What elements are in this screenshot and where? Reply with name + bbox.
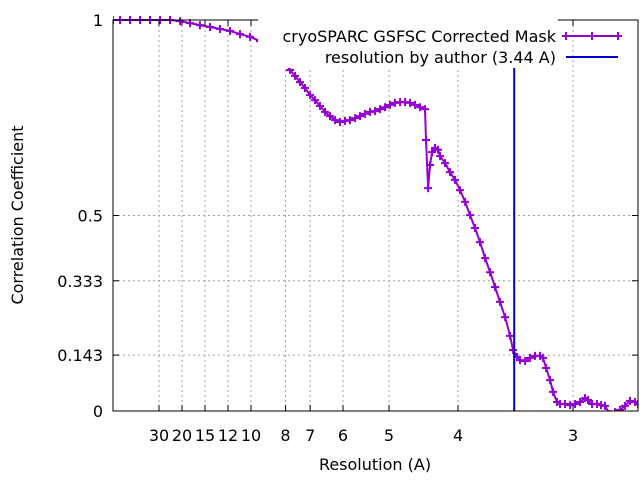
x-tick-label: 4 — [453, 426, 463, 445]
fsc-data-point — [539, 353, 548, 362]
fsc-data-point — [356, 112, 365, 121]
legend: cryoSPARC GSFSC Corrected Mask resolutio… — [258, 18, 622, 68]
fsc-data-point — [548, 387, 557, 396]
fsc-data-point — [461, 197, 470, 206]
fsc-data-point — [509, 346, 518, 355]
y-tick-label: 0.5 — [78, 207, 103, 226]
y-tick-label: 1 — [93, 11, 103, 30]
fsc-data-point — [176, 17, 185, 26]
fsc-data-point — [195, 21, 204, 30]
fsc-data-point — [235, 30, 244, 39]
fsc-data-point — [421, 105, 430, 114]
x-tick-label: 30 — [149, 426, 169, 445]
y-tick-label: 0.143 — [57, 346, 103, 365]
fsc-data-point — [246, 32, 255, 41]
fsc-data-point — [306, 91, 315, 100]
legend-label-resolution: resolution by author (3.44 A) — [325, 48, 556, 67]
fsc-data-point — [593, 399, 602, 408]
x-tick-label: 5 — [384, 426, 394, 445]
fsc-data-point — [422, 136, 431, 145]
fsc-data-point — [361, 109, 370, 118]
plot-series — [113, 16, 638, 411]
fsc-data-point — [475, 238, 484, 247]
fsc-data-point — [296, 78, 305, 87]
fsc-data-point — [291, 71, 300, 80]
fsc-data-point — [428, 148, 437, 157]
fsc-data-point — [625, 396, 634, 405]
x-tick-label: 10 — [241, 426, 261, 445]
x-axis-label: Resolution (A) — [319, 455, 431, 474]
fsc-data-point — [450, 175, 459, 184]
fsc-data-point — [371, 107, 380, 116]
fsc-data-point — [311, 96, 320, 105]
fsc-data-point — [385, 100, 394, 109]
fsc-data-point — [584, 396, 593, 405]
fsc-data-point — [521, 356, 530, 365]
fsc-data-point — [634, 399, 638, 408]
fsc-data-point — [495, 297, 504, 306]
fsc-data-point — [336, 118, 345, 127]
fsc-data-point — [226, 26, 235, 35]
y-tick-label: 0.333 — [57, 272, 103, 291]
fsc-data-point — [571, 399, 580, 408]
fsc-data-point — [434, 145, 443, 154]
grid-lines — [113, 20, 638, 411]
fsc-data-point — [424, 184, 433, 193]
x-tick-label: 6 — [338, 426, 348, 445]
fsc-data-point — [491, 283, 500, 292]
fsc-data-point — [325, 112, 334, 121]
fsc-data-point — [526, 353, 535, 362]
fsc-data-point — [376, 105, 385, 114]
fsc-data-point — [406, 98, 415, 107]
x-tick-label: 12 — [218, 426, 238, 445]
legend-point-icon — [588, 32, 596, 40]
fsc-data-point — [206, 23, 215, 32]
fsc-data-point — [560, 399, 569, 408]
fsc-data-point — [576, 398, 585, 407]
fsc-data-point — [506, 331, 515, 340]
fsc-data-point — [441, 159, 450, 168]
fsc-data-point — [455, 186, 464, 195]
fsc-data-point — [416, 103, 425, 112]
fsc-data-point — [446, 168, 455, 177]
fsc-data-point — [546, 376, 555, 385]
y-tick-label: 0 — [93, 402, 103, 421]
fsc-data-point — [316, 102, 325, 111]
fsc-data-point — [466, 211, 475, 220]
fsc-data-point — [486, 268, 495, 277]
fsc-series — [113, 16, 638, 411]
fsc-data-point — [345, 116, 354, 125]
fsc-data-point — [410, 100, 419, 109]
fsc-data-point — [215, 24, 224, 33]
fsc-data-point — [481, 254, 490, 263]
x-tick-label: 3 — [568, 426, 578, 445]
fsc-data-point — [426, 161, 435, 170]
x-tick-label: 20 — [172, 426, 192, 445]
legend-label-fsc: cryoSPARC GSFSC Corrected Mask — [282, 27, 556, 46]
legend-point-icon — [562, 32, 570, 40]
fsc-data-point — [331, 116, 340, 125]
fsc-data-point — [621, 401, 630, 410]
fsc-data-point — [616, 405, 625, 411]
x-tick-label: 7 — [305, 426, 315, 445]
fsc-data-point — [542, 363, 551, 372]
fsc-data-point — [436, 152, 445, 161]
fsc-data-point — [501, 313, 510, 322]
fsc-data-point — [471, 224, 480, 233]
legend-bg — [258, 18, 558, 68]
fsc-data-point — [601, 401, 610, 410]
fsc-data-point — [351, 114, 360, 123]
fsc-data-point — [614, 408, 617, 411]
x-tick-label: 15 — [195, 426, 215, 445]
y-axis-label: Correlation Coefficient — [8, 125, 27, 304]
legend-point-icon — [614, 32, 622, 40]
fsc-data-point — [381, 103, 390, 112]
fsc-data-point — [300, 84, 309, 93]
fsc-data-point — [320, 107, 329, 116]
x-tick-label: 8 — [280, 426, 290, 445]
